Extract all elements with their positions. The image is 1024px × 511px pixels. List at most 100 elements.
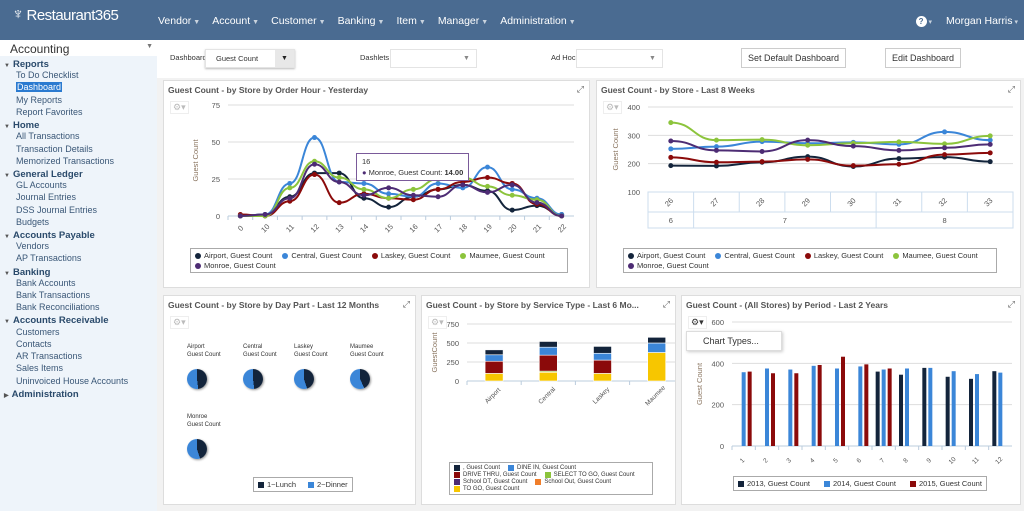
bar-segment[interactable] xyxy=(539,341,558,348)
data-point[interactable] xyxy=(435,180,441,186)
pie-slices[interactable] xyxy=(243,369,263,389)
data-point[interactable] xyxy=(987,150,993,156)
data-point[interactable] xyxy=(361,192,367,198)
bar[interactable] xyxy=(864,364,869,446)
data-point[interactable] xyxy=(942,141,948,147)
data-point[interactable] xyxy=(410,197,416,203)
sidebar-item-memorized-transactions[interactable]: Memorized Transactions xyxy=(0,156,157,168)
legend-item[interactable]: Monroe, Guest Count xyxy=(628,261,709,270)
legend-item[interactable]: Airport, Guest Count xyxy=(628,251,705,260)
data-point[interactable] xyxy=(759,148,765,154)
data-point[interactable] xyxy=(942,145,948,151)
data-point[interactable] xyxy=(336,200,342,206)
data-point[interactable] xyxy=(509,182,515,188)
sidebar-section-reports[interactable]: ▼ Reports xyxy=(0,58,157,70)
adhoc-select[interactable]: ▼ xyxy=(576,49,663,68)
legend-item[interactable]: TO GO, Guest Count xyxy=(454,486,519,492)
bar-segment[interactable] xyxy=(539,346,558,356)
sidebar-section-general-ledger[interactable]: ▼ General Ledger xyxy=(0,168,157,180)
bar-segment[interactable] xyxy=(593,346,612,354)
pie-slices[interactable] xyxy=(294,369,314,389)
legend-item[interactable]: School DT, Guest Count xyxy=(454,479,527,485)
data-point[interactable] xyxy=(713,144,719,150)
sidebar-item-budgets[interactable]: Budgets xyxy=(0,217,157,229)
sidebar-item-bank-transactions[interactable]: Bank Transactions xyxy=(0,290,157,302)
data-point[interactable] xyxy=(668,120,674,126)
expand-icon[interactable]: ⤢ xyxy=(662,299,670,309)
expand-icon[interactable]: ⤢ xyxy=(1007,84,1015,94)
legend-item[interactable]: DINE IN, Guest Count xyxy=(508,465,576,471)
sidebar-item-dss-journal-entries[interactable]: DSS Journal Entries xyxy=(0,205,157,217)
data-point[interactable] xyxy=(713,137,719,143)
data-point[interactable] xyxy=(559,213,565,219)
bar[interactable] xyxy=(928,367,933,446)
data-point[interactable] xyxy=(713,159,719,165)
module-selector[interactable]: Accounting ▼ xyxy=(0,40,157,56)
data-point[interactable] xyxy=(485,189,490,195)
data-point[interactable] xyxy=(896,139,902,145)
gear-menu-button[interactable]: ⚙▾ xyxy=(688,316,707,329)
bar-segment[interactable] xyxy=(593,373,612,382)
legend-item[interactable]: , Guest Count xyxy=(454,465,500,471)
sidebar-item-my-reports[interactable]: My Reports xyxy=(0,95,157,107)
data-point[interactable] xyxy=(410,192,416,198)
data-point[interactable] xyxy=(987,133,993,139)
data-point[interactable] xyxy=(668,138,674,144)
data-point[interactable] xyxy=(942,129,948,135)
legend-item[interactable]: Airport, Guest Count xyxy=(195,251,272,260)
bar-segment[interactable] xyxy=(593,352,612,361)
sidebar-item-to-do-checklist[interactable]: To Do Checklist xyxy=(0,70,157,82)
data-point[interactable] xyxy=(759,137,765,143)
sidebar-section-home[interactable]: ▼ Home xyxy=(0,119,157,131)
legend-item[interactable]: Maumee, Guest Count xyxy=(893,251,978,260)
bar[interactable] xyxy=(905,368,909,447)
legend-item[interactable]: Laskey, Guest Count xyxy=(804,251,883,260)
data-point[interactable] xyxy=(668,146,674,152)
data-point[interactable] xyxy=(410,186,416,192)
logo[interactable]: ♆ Restaurant365 xyxy=(12,6,119,24)
sidebar-item-contacts[interactable]: Contacts xyxy=(0,339,157,351)
bar[interactable] xyxy=(998,372,1003,446)
data-point[interactable] xyxy=(312,161,317,167)
legend-item[interactable]: Central, Guest Count xyxy=(715,251,795,260)
data-point[interactable] xyxy=(312,135,317,141)
expand-icon[interactable]: ⤢ xyxy=(1007,299,1015,309)
menu-item-chart-types[interactable]: Chart Types... xyxy=(703,336,759,346)
bar[interactable] xyxy=(922,367,927,446)
data-point[interactable] xyxy=(668,163,674,169)
sidebar-item-all-transactions[interactable]: All Transactions xyxy=(0,131,157,143)
sidebar-section-banking[interactable]: ▼ Banking xyxy=(0,266,157,278)
data-point[interactable] xyxy=(386,185,392,191)
data-point[interactable] xyxy=(987,159,993,165)
legend-item[interactable]: 2015, Guest Count xyxy=(909,479,982,488)
data-point[interactable] xyxy=(386,191,392,197)
bar[interactable] xyxy=(771,373,775,446)
data-point[interactable] xyxy=(509,192,515,198)
legend-item[interactable]: Central, Guest Count xyxy=(282,251,362,260)
set-default-dashboard-button[interactable]: Set Default Dashboard xyxy=(741,48,847,68)
dashboard-select[interactable]: Guest Count ▼ xyxy=(205,49,295,68)
data-point[interactable] xyxy=(287,185,293,191)
data-point[interactable] xyxy=(262,212,268,218)
legend-item[interactable]: 2014, Guest Count xyxy=(823,479,896,488)
bar[interactable] xyxy=(794,373,799,446)
sidebar-item-sales-items[interactable]: Sales Items xyxy=(0,363,157,375)
bar[interactable] xyxy=(899,374,903,446)
data-point[interactable] xyxy=(987,141,993,147)
bar-segment[interactable] xyxy=(539,354,558,372)
sidebar-item-bank-reconciliations[interactable]: Bank Reconciliations xyxy=(0,302,157,314)
data-point[interactable] xyxy=(509,186,515,192)
data-point[interactable] xyxy=(668,154,674,160)
user-menu[interactable]: Morgan Harris ▾ xyxy=(946,15,1018,27)
dashlets-select[interactable]: ▼ xyxy=(390,49,477,68)
bar[interactable] xyxy=(765,368,769,447)
bar-segment[interactable] xyxy=(647,352,666,382)
sidebar-item-gl-accounts[interactable]: GL Accounts xyxy=(0,180,157,192)
data-point[interactable] xyxy=(485,183,490,189)
data-point[interactable] xyxy=(942,152,948,158)
sidebar-item-ar-transactions[interactable]: AR Transactions xyxy=(0,351,157,363)
data-point[interactable] xyxy=(896,156,902,162)
gear-menu-button[interactable]: ⚙▾ xyxy=(428,316,447,329)
bar-segment[interactable] xyxy=(593,359,612,374)
bar-segment[interactable] xyxy=(484,360,504,374)
